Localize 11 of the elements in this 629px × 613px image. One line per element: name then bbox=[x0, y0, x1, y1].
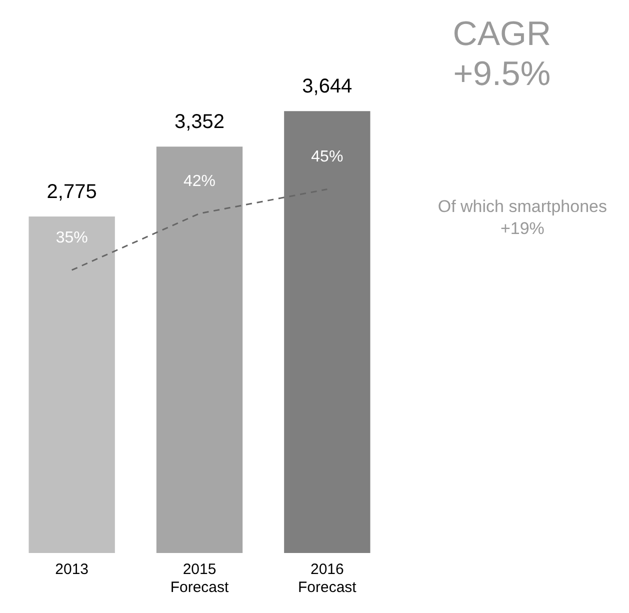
text: Of which smartphones +19% bbox=[438, 196, 607, 240]
data-label: 3,644 bbox=[302, 76, 352, 98]
data-label: 35% bbox=[56, 229, 88, 246]
x-tick-label: 2013 bbox=[55, 561, 89, 578]
text: CAGR +9.5% bbox=[452, 14, 551, 94]
x-tick-label: 2016 Forecast bbox=[298, 561, 358, 596]
data-label: 3,352 bbox=[174, 111, 225, 134]
data-label: 2,775 bbox=[46, 181, 97, 204]
data-label: 42% bbox=[183, 172, 216, 190]
x-tick-label: 2015 Forecast bbox=[170, 561, 230, 596]
data-label: 45% bbox=[311, 148, 344, 166]
